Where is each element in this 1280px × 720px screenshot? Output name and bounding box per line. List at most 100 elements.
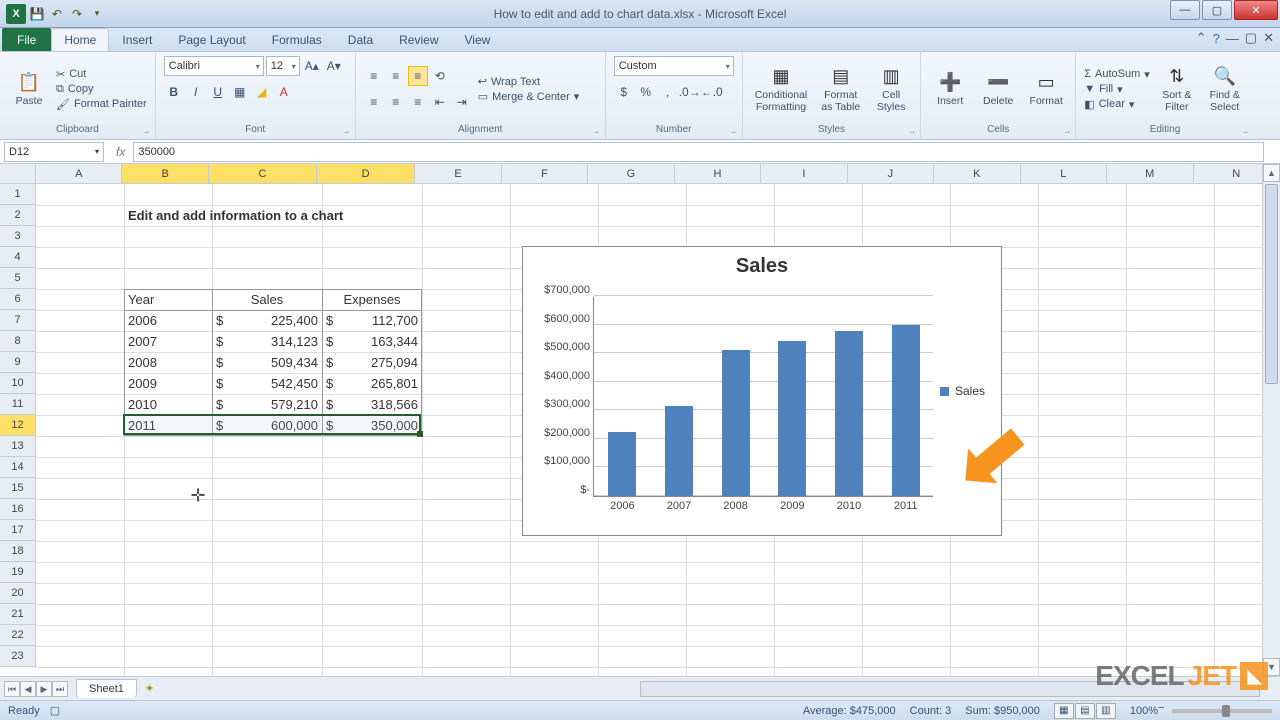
insert-cells-button[interactable]: ➕Insert [929,68,971,110]
sheet-last-icon[interactable]: ⏭ [52,681,68,697]
tab-view[interactable]: View [452,28,504,51]
row-header-9[interactable]: 9 [0,352,35,373]
column-header-G[interactable]: G [588,164,674,183]
row-header-17[interactable]: 17 [0,520,35,541]
sheet-next-icon[interactable]: ▶ [36,681,52,697]
row-header-3[interactable]: 3 [0,226,35,247]
border-button[interactable]: ▦ [230,82,250,102]
font-size-select[interactable]: 12 [266,56,300,76]
align-bottom-icon[interactable]: ≡ [408,66,428,86]
column-header-M[interactable]: M [1107,164,1193,183]
workbook-close-icon[interactable]: ✕ [1263,30,1274,46]
format-cells-button[interactable]: ▭Format [1025,68,1067,110]
tab-insert[interactable]: Insert [109,28,165,51]
align-middle-icon[interactable]: ≡ [386,66,406,86]
merge-center-button[interactable]: ▭Merge & Center ▾ [478,90,580,103]
italic-button[interactable]: I [186,82,206,102]
save-icon[interactable]: 💾 [28,5,46,23]
fill-button[interactable]: ▼Fill ▾ [1084,83,1150,96]
conditional-formatting-button[interactable]: ▦Conditional Formatting [751,62,812,115]
grow-font-icon[interactable]: A▴ [302,56,322,76]
clear-button[interactable]: ◧Clear ▾ [1084,98,1150,111]
copy-button[interactable]: ⧉Copy [56,83,147,96]
row-header-23[interactable]: 23 [0,646,35,667]
select-all-corner[interactable] [0,164,36,184]
column-header-K[interactable]: K [934,164,1020,183]
shrink-font-icon[interactable]: A▾ [324,56,344,76]
page-break-view-icon[interactable]: ▥ [1096,703,1116,719]
normal-view-icon[interactable]: ▦ [1054,703,1074,719]
workbook-restore-icon[interactable]: ▢ [1245,30,1257,46]
format-as-table-button[interactable]: ▤Format as Table [817,62,864,115]
increase-indent-icon[interactable]: ⇥ [452,92,472,112]
underline-button[interactable]: U [208,82,228,102]
tab-file[interactable]: File [2,28,51,51]
paste-button[interactable]: 📋 Paste [8,68,50,110]
format-painter-button[interactable]: 🖌Format Painter [56,98,147,111]
row-header-20[interactable]: 20 [0,583,35,604]
row-header-10[interactable]: 10 [0,373,35,394]
scroll-thumb[interactable] [1265,184,1278,384]
column-header-J[interactable]: J [848,164,934,183]
name-box[interactable]: D12▾ [4,142,104,162]
column-header-I[interactable]: I [761,164,847,183]
fx-icon[interactable]: fx [108,145,133,159]
workbook-minimize-icon[interactable]: — [1226,31,1239,46]
tab-formulas[interactable]: Formulas [259,28,335,51]
row-header-14[interactable]: 14 [0,457,35,478]
column-header-A[interactable]: A [36,164,122,183]
column-header-E[interactable]: E [415,164,501,183]
row-header-13[interactable]: 13 [0,436,35,457]
align-center-icon[interactable]: ≡ [386,92,406,112]
cells-area[interactable]: Edit and add information to a chartYearS… [36,184,1280,676]
cell-styles-button[interactable]: ▥Cell Styles [870,62,912,115]
number-format-select[interactable]: Custom [614,56,734,76]
row-header-11[interactable]: 11 [0,394,35,415]
row-header-8[interactable]: 8 [0,331,35,352]
find-select-button[interactable]: 🔍Find & Select [1204,62,1246,115]
scroll-up-icon[interactable]: ▲ [1263,164,1280,182]
row-header-12[interactable]: 12 [0,415,35,436]
zoom-thumb[interactable] [1222,705,1230,717]
bold-button[interactable]: B [164,82,184,102]
row-header-21[interactable]: 21 [0,604,35,625]
macro-record-icon[interactable]: ▢ [50,704,60,717]
align-left-icon[interactable]: ≡ [364,92,384,112]
page-layout-view-icon[interactable]: ▤ [1075,703,1095,719]
column-header-H[interactable]: H [675,164,761,183]
decrease-indent-icon[interactable]: ⇤ [430,92,450,112]
sheet-first-icon[interactable]: ⏮ [4,681,20,697]
delete-cells-button[interactable]: ➖Delete [977,68,1019,110]
increase-decimal-icon[interactable]: .0→ [680,82,700,102]
undo-icon[interactable]: ↶ [48,5,66,23]
minimize-ribbon-icon[interactable]: ⌃ [1196,30,1207,46]
minimize-button[interactable]: — [1170,0,1200,20]
comma-icon[interactable]: , [658,82,678,102]
row-header-15[interactable]: 15 [0,478,35,499]
formula-input[interactable]: 350000 [133,142,1264,162]
tab-page-layout[interactable]: Page Layout [165,28,258,51]
sheet-tab-sheet1[interactable]: Sheet1 [76,679,137,698]
tab-data[interactable]: Data [335,28,386,51]
zoom-slider[interactable] [1172,709,1272,713]
autosum-button[interactable]: ΣAutoSum ▾ [1084,68,1150,81]
redo-icon[interactable]: ↷ [68,5,86,23]
column-header-D[interactable]: D [317,164,415,183]
help-icon[interactable]: ? [1213,31,1220,46]
cut-button[interactable]: ✂Cut [56,68,147,81]
vertical-scrollbar[interactable]: ▲ ▼ [1262,164,1280,676]
zoom-level[interactable]: 100% [1130,705,1158,717]
percent-icon[interactable]: % [636,82,656,102]
cell-B2[interactable]: Edit and add information to a chart [124,205,524,226]
new-sheet-icon[interactable]: ✦ [145,682,154,695]
sheet-prev-icon[interactable]: ◀ [20,681,36,697]
align-right-icon[interactable]: ≡ [408,92,428,112]
currency-icon[interactable]: $ [614,82,634,102]
row-header-19[interactable]: 19 [0,562,35,583]
row-header-2[interactable]: 2 [0,205,35,226]
maximize-button[interactable]: ▢ [1202,0,1232,20]
qat-dropdown-icon[interactable]: ▾ [88,5,106,23]
wrap-text-button[interactable]: ↩Wrap Text [478,75,580,88]
sort-filter-button[interactable]: ⇅Sort & Filter [1156,62,1198,115]
row-header-22[interactable]: 22 [0,625,35,646]
